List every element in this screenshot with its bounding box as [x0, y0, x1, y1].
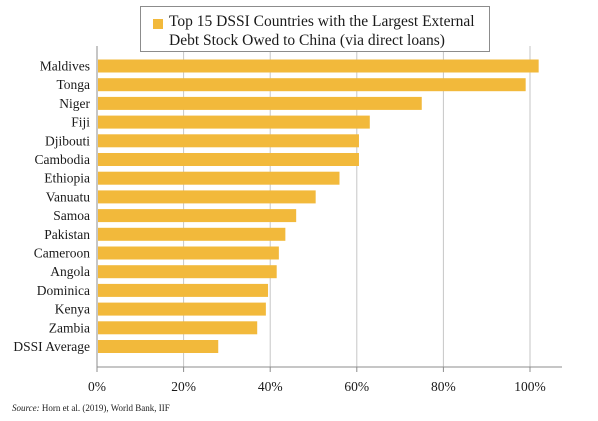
bar: [98, 283, 269, 297]
bar: [98, 78, 526, 92]
x-tick-labels: 0% 20% 40% 60% 80% 100%: [88, 379, 546, 394]
category-label: Samoa: [53, 208, 90, 223]
category-label: Maldives: [40, 59, 90, 74]
bar: [98, 190, 316, 204]
category-label: Cameroon: [34, 246, 90, 261]
category-label: Kenya: [55, 302, 90, 317]
category-label: Fiji: [71, 115, 90, 130]
bar: [98, 227, 286, 241]
category-label: Vanuatu: [46, 189, 90, 204]
bar: [98, 153, 359, 166]
category-labels: Maldives Tonga Niger Fiji Djibouti Cambodia Et…: [13, 59, 90, 355]
category-label: Niger: [59, 96, 90, 111]
x-tick-label: 0%: [88, 379, 106, 394]
axes: [96, 46, 562, 372]
source-text: Horn et al. (2019), World Bank, IIF: [41, 403, 170, 413]
x-tick-label: 60%: [344, 379, 369, 394]
bar: [98, 134, 359, 148]
bar: [98, 171, 340, 185]
source-note: Source: Horn et al. (2019), World Bank, …: [12, 403, 170, 413]
bar: [98, 115, 370, 129]
category-label: Djibouti: [45, 133, 90, 148]
bar: [98, 246, 279, 260]
legend: Top 15 DSSI Countries with the Largest E…: [140, 6, 490, 52]
x-tick-label: 100%: [514, 379, 546, 394]
x-tick-label: 40%: [258, 379, 283, 394]
category-label: Pakistan: [44, 227, 90, 242]
category-label: DSSI Average: [13, 339, 90, 354]
source-prefix: Source:: [12, 403, 40, 413]
bar: [98, 340, 219, 353]
bar: [98, 321, 258, 335]
gridlines: [183, 46, 531, 367]
legend-swatch: [153, 19, 163, 29]
category-label: Cambodia: [35, 152, 91, 167]
bar: [98, 209, 297, 223]
category-label: Tonga: [56, 77, 90, 92]
category-label: Dominica: [37, 283, 90, 298]
bars: [98, 59, 539, 353]
x-tick-label: 80%: [431, 379, 456, 394]
category-label: Ethiopia: [44, 171, 90, 186]
bar: [98, 265, 277, 279]
category-label: Zambia: [49, 320, 90, 335]
x-tick-label: 20%: [171, 379, 196, 394]
bar: [98, 59, 539, 73]
legend-label: Top 15 DSSI Countries with the Largest E…: [169, 13, 475, 49]
bar: [98, 302, 266, 316]
bar: [98, 96, 422, 110]
category-label: Angola: [50, 264, 90, 279]
